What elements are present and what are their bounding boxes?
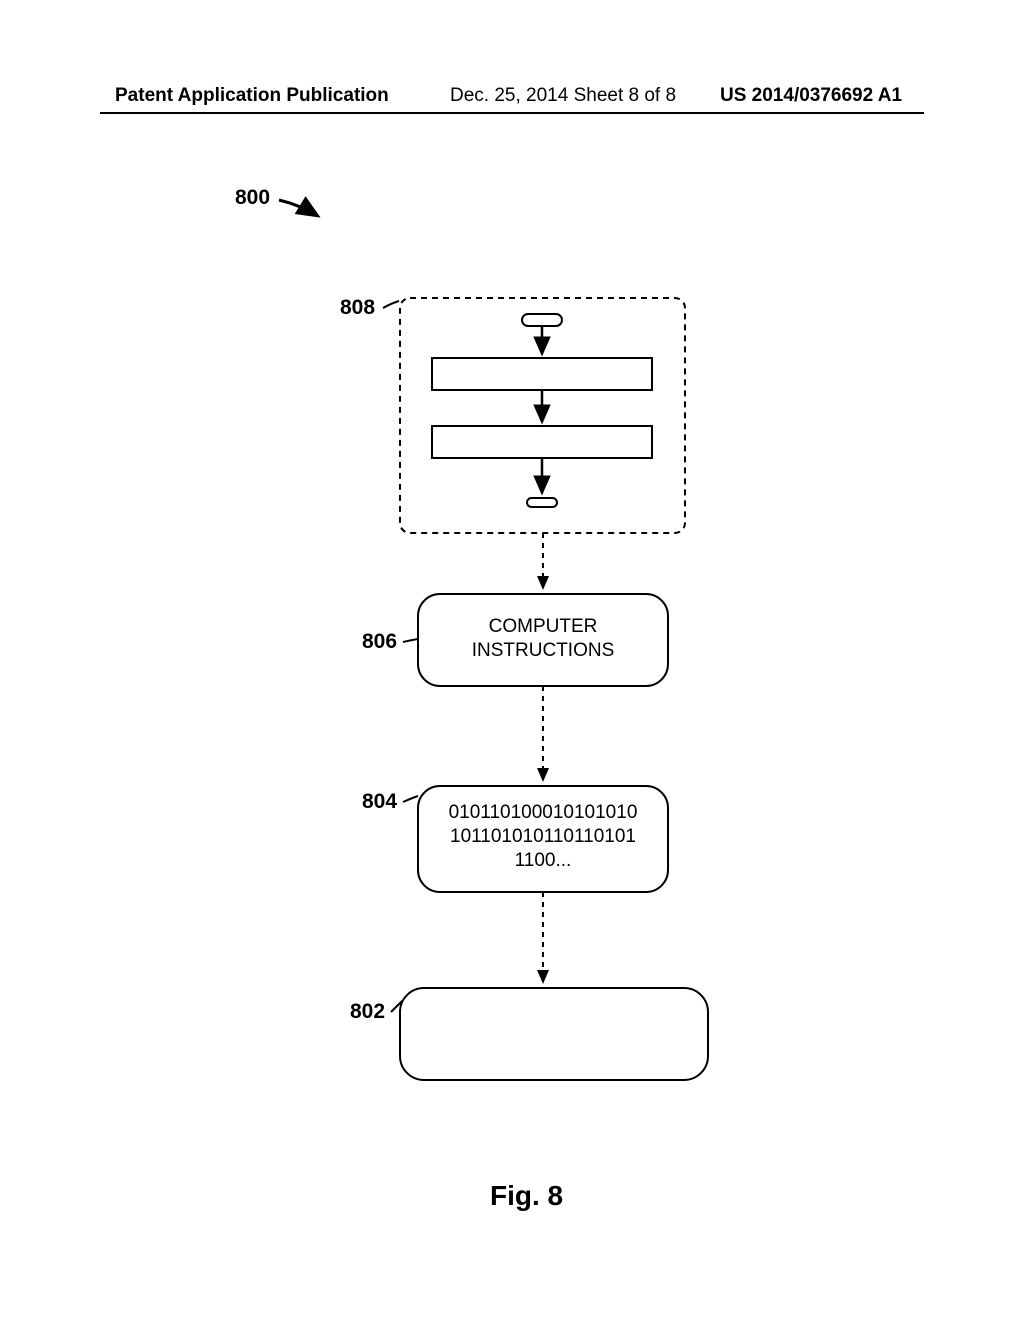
flow-box-2: [432, 426, 652, 458]
box-804-line3: 1100...: [515, 850, 572, 871]
box-802: [400, 988, 708, 1080]
box-806-line2: INSTRUCTIONS: [472, 640, 615, 661]
box-804-line2: 101101010110110101: [450, 826, 636, 847]
flow-end: [527, 498, 557, 507]
box-804-line1: 010110100010101010: [449, 802, 638, 823]
diagram-svg: COMPUTER INSTRUCTIONS 010110100010101010…: [0, 0, 1024, 1320]
flow-box-1: [432, 358, 652, 390]
flow-start: [522, 314, 562, 326]
box-806-line1: COMPUTER: [489, 616, 598, 637]
